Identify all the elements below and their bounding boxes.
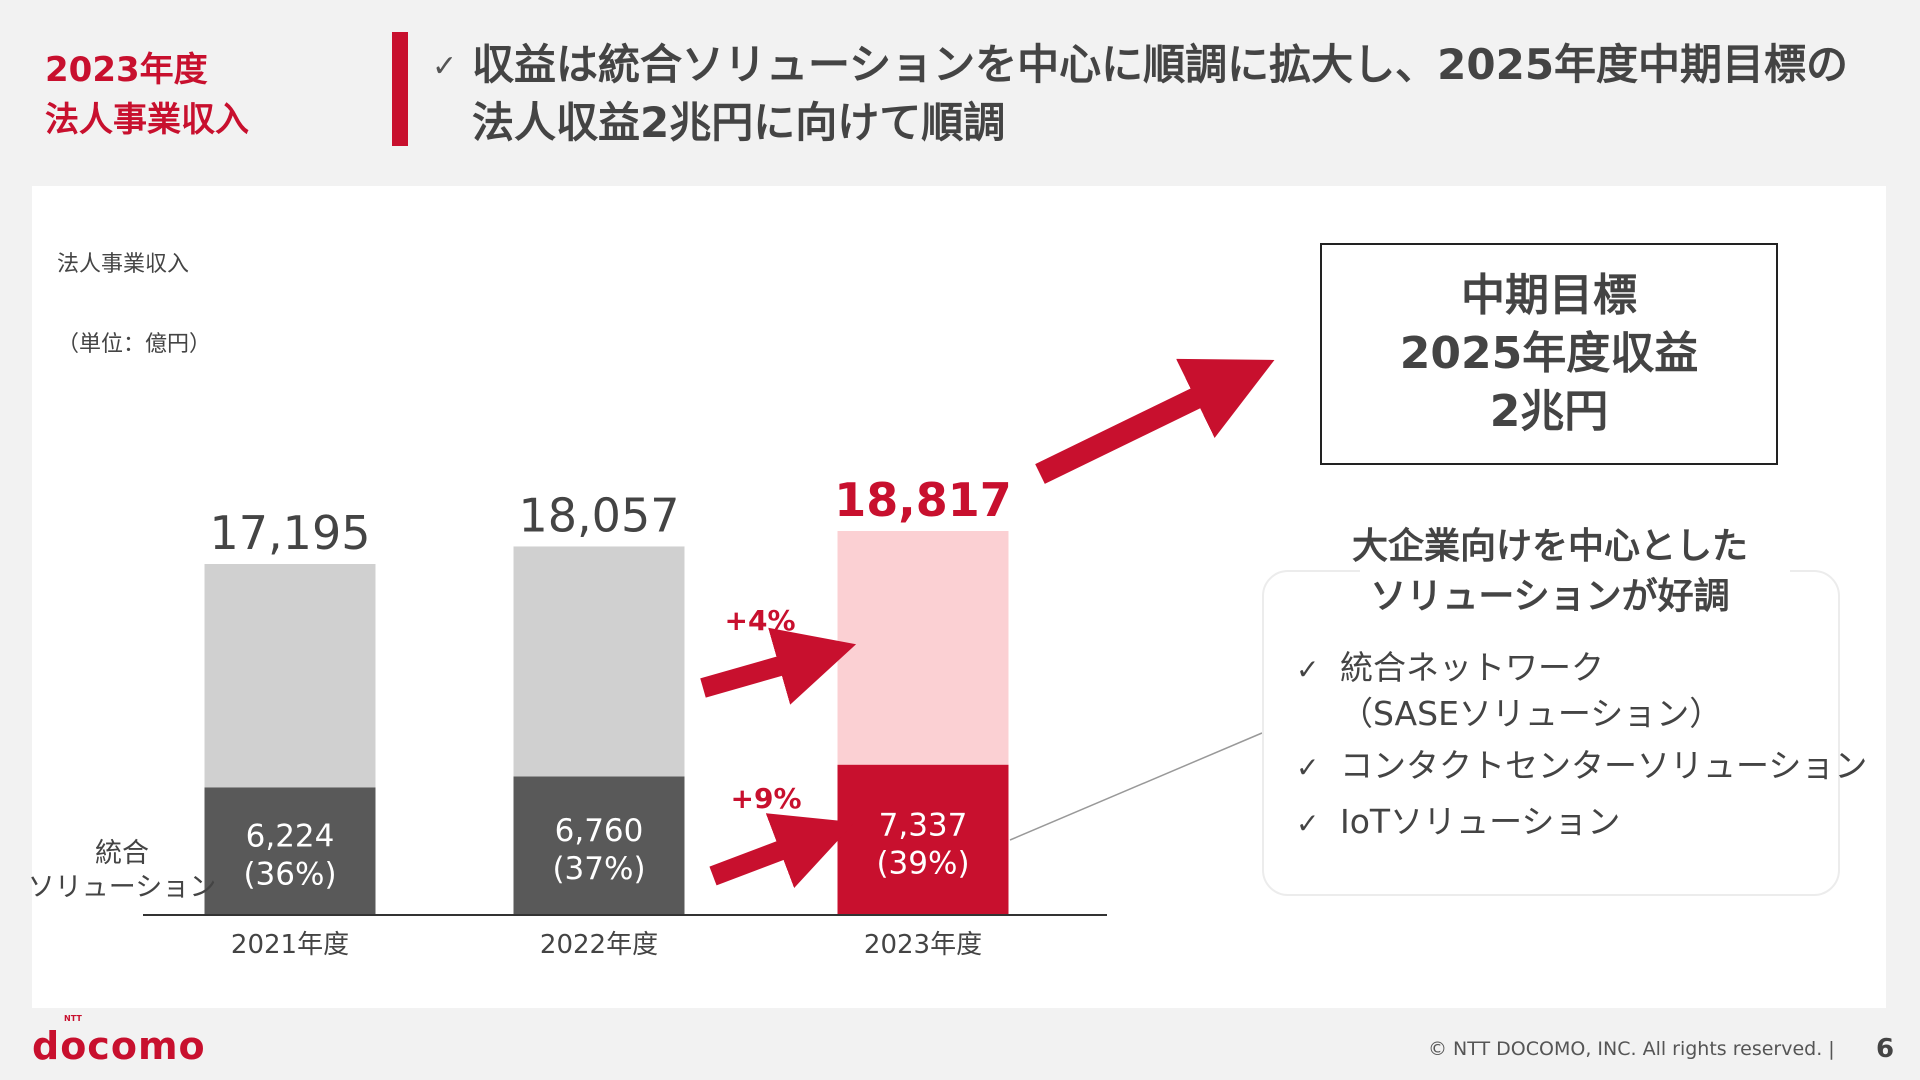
bar-other [204, 564, 376, 788]
growth-arrow-total [700, 627, 857, 705]
mid-term-target-box: 中期目標 2025年度収益 2兆円 [1320, 243, 1778, 465]
bar-share-label: (36%) [243, 857, 336, 893]
target-text: 中期目標 2025年度収益 2兆円 [1399, 270, 1699, 437]
bar-other [513, 546, 685, 777]
solution-item-label: IoTソリューション [1340, 802, 1621, 841]
x-tick-label: 2021年度 [231, 930, 349, 960]
check-icon: ✓ [1296, 653, 1320, 686]
section-label-title: 法人事業収入 [45, 100, 249, 140]
headline-text: 収益は統合ソリューションを中心に順調に拡大し、2025年度中期目標の 法人収益2… [472, 40, 1849, 147]
solution-item-label: コンタクトセンターソリューション [1340, 746, 1868, 785]
solution-item: ✓ コンタクトセンターソリューション [1296, 744, 1867, 790]
check-icon: ✓ [1296, 751, 1320, 784]
bar-total-label: 17,195 [210, 506, 371, 560]
headline-accent-bar [392, 32, 408, 146]
bar-other [837, 531, 1009, 765]
growth-integrated-label: +9% [731, 782, 802, 815]
series-label-line1: 統合 [95, 838, 149, 869]
solution-item-label: 統合ネットワーク [1340, 648, 1604, 687]
solutions-box [1262, 570, 1840, 896]
target-arrow [1035, 358, 1275, 484]
section-label-year: 2023年度 [45, 50, 208, 90]
page-number: 6 [1876, 1034, 1895, 1064]
solution-item: ✓ IoTソリューション [1296, 800, 1620, 846]
bar-share-label: (39%) [876, 845, 969, 881]
docomo-logo: NTT docomo [32, 1014, 206, 1068]
chart-unit: （単位：億円） [57, 332, 212, 357]
chart-y-label: 法人事業収入 （単位：億円） [57, 205, 211, 405]
callout-line [1009, 732, 1263, 841]
headline: ✓ 収益は統合ソリューションを中心に順調に拡大し、2025年度中期目標の 法人収… [432, 36, 1848, 152]
bar-integrated-solutions [204, 787, 376, 914]
check-icon: ✓ [432, 49, 458, 84]
growth-arrow-integrated [709, 813, 855, 889]
bar-integrated-solutions [837, 764, 1009, 914]
series-label-line2: ソリューション [28, 872, 216, 903]
solution-item-sub: （SASEソリューション） [1340, 694, 1723, 733]
check-icon: ✓ [1296, 807, 1320, 840]
growth-total-label: +4% [725, 604, 796, 637]
x-tick-label: 2022年度 [540, 930, 658, 960]
solution-item: ✓ 統合ネットワーク （SASEソリューション） [1296, 646, 1722, 736]
chart-title: 法人事業収入 [57, 252, 190, 277]
x-tick-label: 2023年度 [864, 930, 982, 960]
bar-value-label: 6,224 [246, 819, 335, 855]
bar-value-label: 7,337 [879, 807, 968, 843]
bar-total-label: 18,817 [834, 473, 1012, 527]
bar-value-label: 6,760 [555, 813, 644, 849]
logo-ntt: NTT [64, 1014, 82, 1023]
copyright: © NTT DOCOMO, INC. All rights reserved. … [1428, 1038, 1835, 1060]
bar-integrated-solutions [513, 776, 685, 914]
bar-total-label: 18,057 [519, 488, 680, 542]
logo-text: docomo [32, 1024, 206, 1068]
section-label: 2023年度 法人事業収入 [45, 45, 249, 145]
bar-share-label: (37%) [552, 851, 645, 887]
solutions-title: 大企業向けを中心とした ソリューションが好調 [1351, 526, 1748, 617]
